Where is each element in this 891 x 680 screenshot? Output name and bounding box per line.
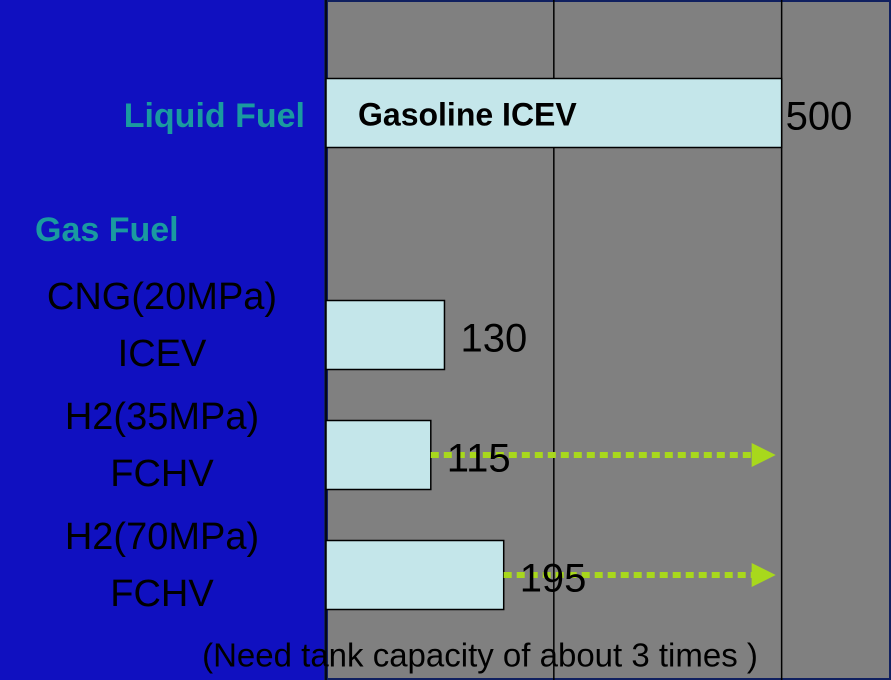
- value-label: 115: [447, 437, 511, 481]
- value-label: 130: [460, 317, 527, 361]
- category-label: FCHV: [110, 453, 214, 495]
- bar: [325, 419, 432, 491]
- category-label: ICEV: [118, 333, 207, 375]
- group-label: Liquid Fuel: [124, 97, 305, 135]
- category-label: H2(35MPa): [65, 396, 259, 438]
- category-label: H2(70MPa): [65, 516, 259, 558]
- group-label: Gas Fuel: [35, 211, 179, 249]
- bar: [325, 299, 446, 371]
- value-label: 195: [520, 557, 587, 601]
- category-label: CNG(20MPa): [47, 276, 277, 318]
- category-label: FCHV: [110, 573, 214, 615]
- bar-label: Gasoline ICEV: [358, 96, 577, 132]
- annotation: (Need tank capacity of about 3 times ): [202, 637, 758, 674]
- bar: [325, 539, 505, 611]
- value-label: 500: [786, 95, 853, 139]
- bar: [325, 77, 783, 149]
